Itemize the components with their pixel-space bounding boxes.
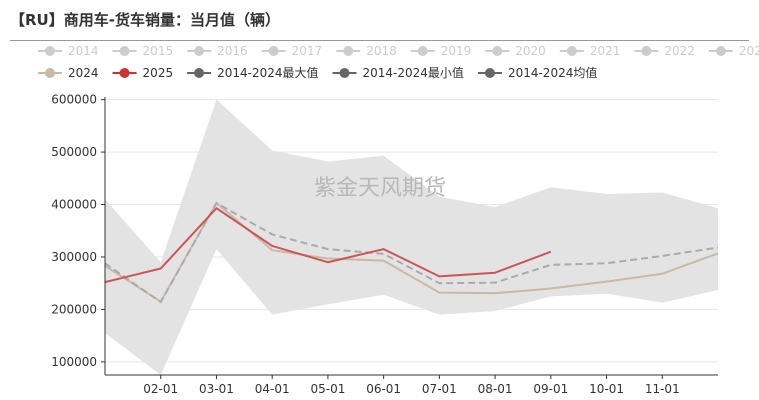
legend-label: 2020 <box>515 44 546 58</box>
legend-marker-icon <box>715 46 726 56</box>
legend-item-2014-2024[interactable]: 2014-2024最小值 <box>332 65 464 80</box>
legend-label: 2023 <box>739 44 759 58</box>
legend-label: 2019 <box>441 44 472 58</box>
legend-label: 2015 <box>143 44 174 58</box>
legend-item-2023[interactable]: 2023 <box>708 44 759 58</box>
legend-item-2018[interactable]: 2018 <box>336 44 397 58</box>
legend-marker-icon <box>268 46 279 56</box>
x-tick-label: 08-01 <box>478 382 513 396</box>
legend-item-2015[interactable]: 2015 <box>112 44 174 58</box>
legend-label: 2016 <box>217 44 248 58</box>
axes: 100000 200000 300000 400000 500000 600000 02-0… <box>51 93 718 396</box>
title-divider <box>10 40 749 41</box>
y-tick-label: 400000 <box>51 198 97 212</box>
legend-item-2021[interactable]: 2021 <box>559 44 621 58</box>
series-line-2014-2024 <box>104 201 719 304</box>
legend-item-2017[interactable]: 2017 <box>261 44 323 58</box>
legend-marker-icon <box>194 68 205 78</box>
legend-item-2014[interactable]: 2014 <box>38 44 99 58</box>
legend-item-2025[interactable]: 2025 <box>112 66 174 80</box>
chart-title: 【RU】商用车-货车销量：当月值（辆） <box>10 11 280 29</box>
legend-marker-icon <box>119 46 130 56</box>
x-tick-label: 06-01 <box>366 382 401 396</box>
legend-item-2014-2024[interactable]: 2014-2024最大值 <box>187 65 319 80</box>
x-tick-label: 04-01 <box>255 382 290 396</box>
x-tick-label: 05-01 <box>310 382 345 396</box>
legend-marker-icon <box>484 68 495 78</box>
legend-label: 2014-2024均值 <box>508 65 597 80</box>
legend-label: 2014 <box>68 44 99 58</box>
y-tick-label: 300000 <box>51 250 97 264</box>
legend-marker-icon <box>119 68 130 78</box>
legend-marker-icon <box>492 46 503 56</box>
y-tick-label: 500000 <box>51 145 97 159</box>
legend: 2014 2015 2016 2017 2018 2019 2020 2021 2022 2023… <box>38 44 759 80</box>
legend-marker-icon <box>343 46 354 56</box>
legend-marker-icon <box>194 46 205 56</box>
x-tick-label: 09-01 <box>533 382 568 396</box>
x-tick-label: 03-01 <box>199 382 234 396</box>
x-tick-label: 11-01 <box>645 382 680 396</box>
y-tick-label: 600000 <box>51 93 97 107</box>
legend-item-2014-2024[interactable]: 2014-2024均值 <box>477 65 597 80</box>
legend-label: 2022 <box>664 44 695 58</box>
legend-item-2020[interactable]: 2020 <box>485 44 546 58</box>
legend-item-2024[interactable]: 2024 <box>38 66 99 80</box>
legend-label: 2017 <box>292 44 323 58</box>
legend-marker-icon <box>417 46 428 56</box>
legend-marker-icon <box>339 68 350 78</box>
legend-marker-icon <box>45 68 55 78</box>
y-tick-label: 100000 <box>51 355 97 369</box>
legend-marker-icon <box>566 46 577 56</box>
legend-marker-icon <box>45 46 55 56</box>
legend-label: 2025 <box>143 66 174 80</box>
legend-item-2016[interactable]: 2016 <box>187 44 248 58</box>
watermark: 紫金天风期货 <box>314 176 446 201</box>
legend-marker-icon <box>641 46 652 56</box>
x-tick-label: 07-01 <box>422 382 457 396</box>
legend-item-2022[interactable]: 2022 <box>634 44 695 58</box>
legend-label: 2024 <box>68 66 99 80</box>
series-line-2025 <box>104 207 552 284</box>
legend-label: 2014-2024最大值 <box>217 65 318 80</box>
legend-label: 2018 <box>366 44 397 58</box>
legend-label: 2014-2024最小值 <box>363 65 464 80</box>
legend-label: 2021 <box>590 44 621 58</box>
legend-item-2019[interactable]: 2019 <box>410 44 472 58</box>
series-layer <box>104 201 719 304</box>
min-max-band-layer <box>105 99 718 375</box>
min-max-band <box>105 99 718 375</box>
x-tick-label: 10-01 <box>589 382 624 396</box>
x-tick-label: 02-01 <box>143 382 178 396</box>
y-tick-label: 200000 <box>51 302 97 316</box>
